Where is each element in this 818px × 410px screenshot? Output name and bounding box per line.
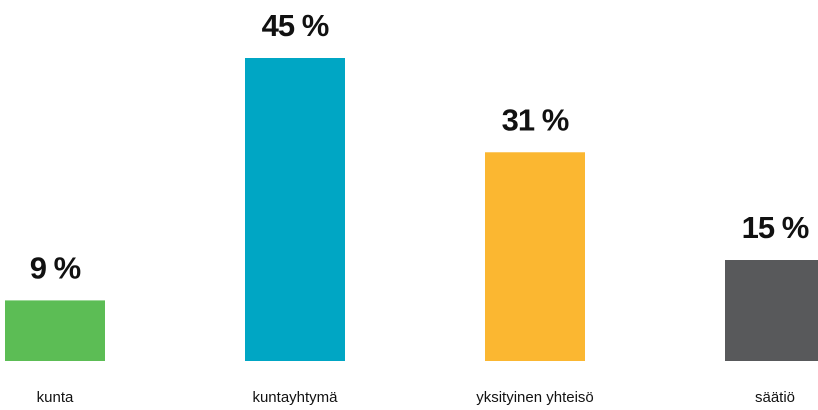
x-tick-label: kunta: [37, 389, 74, 406]
bar: [245, 58, 345, 361]
value-label: 31 %: [502, 102, 569, 137]
x-tick-label: yksityinen yhteisö: [476, 389, 594, 406]
bar: [485, 152, 585, 361]
value-label: 9 %: [30, 251, 81, 286]
value-label: 45 %: [262, 8, 329, 43]
bar: [725, 260, 818, 361]
value-label: 15 %: [742, 210, 809, 245]
x-tick-label: kuntayhtymä: [252, 389, 338, 406]
bar: [5, 300, 105, 361]
x-tick-label: säätiö: [755, 389, 795, 406]
